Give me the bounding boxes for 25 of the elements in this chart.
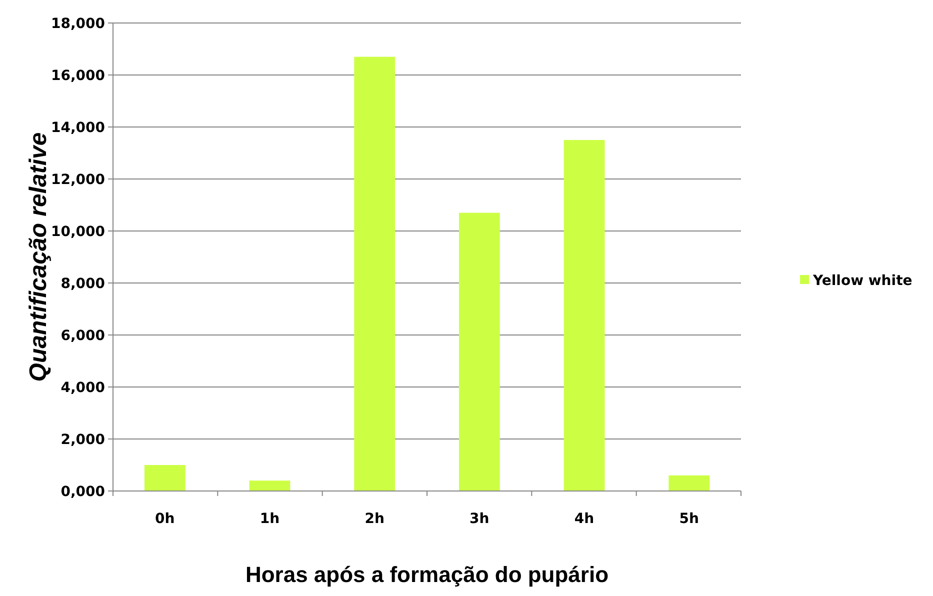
y-tick-label: 18,000: [50, 16, 106, 32]
y-tick-label: 8,000: [60, 276, 106, 292]
y-tick-label: 10,000: [50, 224, 106, 240]
x-tick-label: 1h: [260, 511, 280, 527]
bar: [458, 212, 500, 491]
legend-label: Yellow white: [812, 272, 912, 289]
x-tick-label: 2h: [364, 511, 384, 527]
y-tick-label: 6,000: [60, 328, 106, 344]
bar: [249, 480, 290, 491]
y-tick-label: 4,000: [60, 380, 106, 396]
y-tick-label: 14,000: [50, 120, 106, 136]
x-tick-label: 5h: [679, 511, 699, 527]
bar: [564, 140, 605, 491]
y-tick-label: 2,000: [60, 432, 106, 448]
bar: [354, 56, 396, 491]
y-axis-title: Quantificação relative: [25, 132, 52, 382]
bar: [144, 465, 186, 491]
y-tick-label: 16,000: [50, 68, 106, 84]
x-tick-label: 0h: [155, 511, 175, 527]
x-axis-title: Horas após a formação do pupário: [245, 562, 609, 587]
x-tick-label: 3h: [470, 511, 490, 527]
bar: [668, 475, 710, 491]
x-tick-label: 4h: [574, 511, 594, 527]
y-tick-label: 0,000: [60, 484, 106, 500]
y-tick-label: 12,000: [50, 172, 106, 188]
